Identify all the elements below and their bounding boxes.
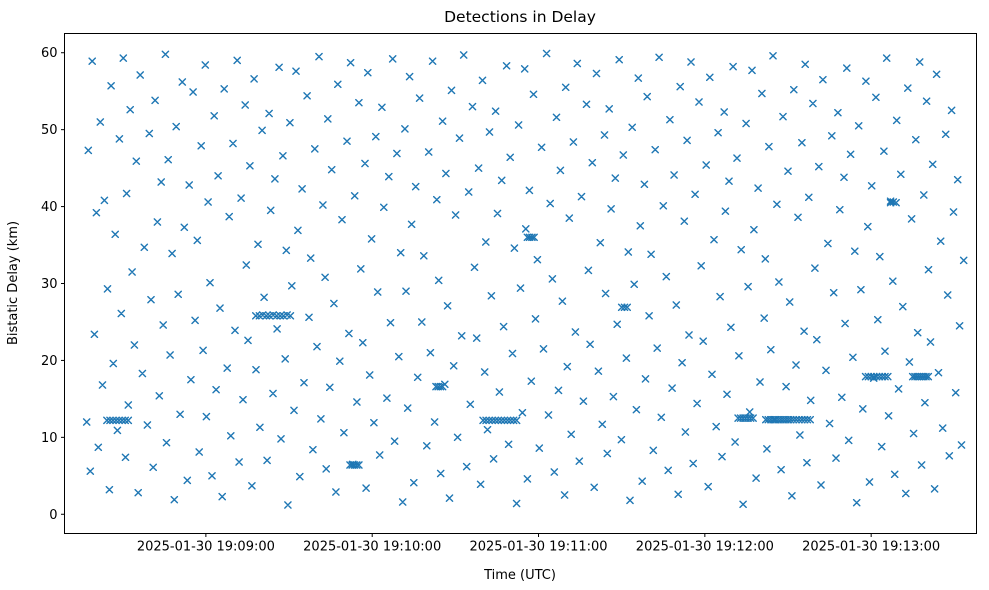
y-tick-label: 50 [41, 123, 58, 138]
x-tick-label: 2025-01-30 19:13:00 [802, 540, 940, 555]
axes: 2025-01-30 19:09:00 2025-01-30 19:10:00 20… [41, 33, 977, 555]
scatter-points [82, 49, 968, 509]
chart-title: Detections in Delay [444, 8, 596, 26]
y-tick-label: 30 [41, 277, 58, 292]
y-axis-label: Bistatic Delay (km) [6, 221, 21, 345]
y-tick-label: 60 [41, 46, 58, 61]
y-tick-label: 10 [41, 431, 58, 446]
x-axis-label: Time (UTC) [483, 568, 556, 583]
detection-markers [82, 49, 968, 509]
x-tick-label: 2025-01-30 19:10:00 [303, 540, 441, 555]
x-tick-label: 2025-01-30 19:09:00 [137, 540, 275, 555]
y-tick-label: 40 [41, 200, 58, 215]
y-tick-label: 0 [49, 508, 57, 523]
x-tick-label: 2025-01-30 19:12:00 [636, 540, 774, 555]
y-tick-label: 20 [41, 354, 58, 369]
axes-border [64, 33, 977, 534]
x-tick-label: 2025-01-30 19:11:00 [469, 540, 607, 555]
